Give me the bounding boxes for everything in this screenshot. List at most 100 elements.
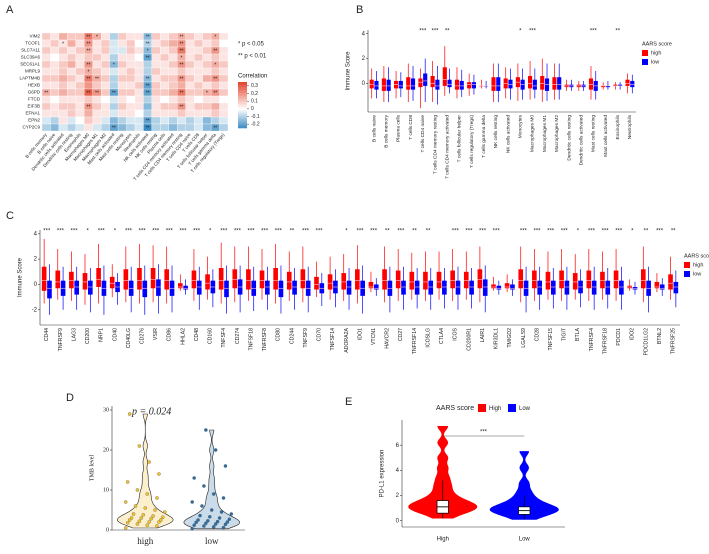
heat-cell xyxy=(92,102,102,111)
box xyxy=(88,280,93,295)
heat-cell xyxy=(101,60,110,69)
colorbar-step xyxy=(238,106,247,109)
x-tick-label: TNFSF14 xyxy=(330,328,336,351)
significance-star: ** xyxy=(213,77,217,83)
x-tick-label: TNFRSF9 xyxy=(58,328,64,351)
box xyxy=(423,73,428,86)
heat-cell xyxy=(117,109,127,118)
y-tick-label: 10 xyxy=(103,487,109,493)
heat-cell xyxy=(185,67,195,76)
point xyxy=(161,515,165,519)
point xyxy=(155,496,159,500)
significance-star: *** xyxy=(520,229,528,235)
x-tick-label: Monocytes xyxy=(518,114,524,138)
heat-cell xyxy=(185,123,195,132)
box xyxy=(164,269,170,290)
heat-cell xyxy=(117,81,127,90)
significance-star: *** xyxy=(547,229,555,235)
point xyxy=(223,522,228,527)
x-tick-label: TIGIT xyxy=(562,327,568,341)
significance-star: ** xyxy=(87,91,91,97)
heat-cell xyxy=(92,67,102,76)
significance-star: ** xyxy=(146,35,150,41)
box xyxy=(355,269,360,290)
colorbar-step xyxy=(238,108,247,110)
point xyxy=(139,516,144,520)
box xyxy=(191,270,197,289)
box xyxy=(156,279,161,296)
significance-star: ** xyxy=(426,229,431,235)
heat-cell xyxy=(210,53,220,62)
point xyxy=(131,512,136,516)
point xyxy=(190,500,194,504)
heat-cell xyxy=(75,60,85,69)
heat-cell xyxy=(109,95,119,104)
heat-cell xyxy=(219,67,229,76)
heat-cell xyxy=(58,81,68,90)
heat-cell xyxy=(126,102,136,111)
point xyxy=(211,525,216,529)
heat-cell xyxy=(177,67,186,76)
heat-cell xyxy=(177,116,186,125)
heat-cell xyxy=(160,88,169,97)
point xyxy=(209,508,214,512)
heat-cell xyxy=(117,88,127,97)
x-tick-label: Plasma cells xyxy=(396,114,402,142)
colorbar-tick-label: 0.1 xyxy=(251,98,258,104)
heat-cell xyxy=(126,88,136,97)
heat-cell xyxy=(134,81,144,90)
heat-cell xyxy=(126,123,136,132)
significance-star: *** xyxy=(43,229,51,235)
significance-star: *** xyxy=(248,229,256,235)
box xyxy=(300,269,306,289)
x-tick-label: Neutrophils xyxy=(627,114,633,139)
colorbar-step xyxy=(238,126,247,129)
significance-star: ** xyxy=(146,42,150,48)
significance-star: ** xyxy=(87,77,91,83)
box xyxy=(613,84,618,86)
x-tick-label: IDO1 xyxy=(357,328,363,340)
box xyxy=(552,77,557,90)
heat-cell xyxy=(134,88,144,97)
significance-star: *** xyxy=(615,229,623,235)
point xyxy=(157,472,161,476)
x-tick-label: CD244 xyxy=(289,328,295,344)
x-tick-label: PDCD1 xyxy=(616,328,622,346)
significance-star: ** xyxy=(213,49,217,55)
heat-cell xyxy=(101,53,110,62)
point xyxy=(192,523,196,527)
box xyxy=(491,284,496,289)
heat-cell xyxy=(58,74,68,83)
colorbar-step xyxy=(238,109,247,112)
x-tick-label: CD70 xyxy=(317,328,323,341)
heat-cell xyxy=(194,102,203,111)
heat-cell xyxy=(210,81,220,90)
heat-cell xyxy=(168,95,178,104)
x-tick-label: NRP1 xyxy=(99,328,105,342)
colorbar-step xyxy=(238,117,247,120)
y-tick-label: 20 xyxy=(103,447,109,453)
point xyxy=(190,527,194,531)
box xyxy=(654,281,660,289)
heat-cell xyxy=(134,46,144,55)
significance-star: ** xyxy=(213,91,217,97)
x-tick-label: TNFRSF14 xyxy=(412,328,418,354)
heat-cell xyxy=(151,60,161,69)
box xyxy=(532,270,537,289)
box xyxy=(454,79,460,90)
x-tick-label: T cells CD4 naive xyxy=(420,115,426,153)
heat-cell xyxy=(67,88,76,97)
significance-star: ** xyxy=(644,229,649,235)
y-axis-label: Immune Score xyxy=(18,257,24,297)
x-tick-label: CD48 xyxy=(194,328,200,341)
legend-swatch xyxy=(684,271,690,277)
significance-star: *** xyxy=(220,229,228,235)
point xyxy=(213,522,218,526)
colorbar-tick-label: -0.2 xyxy=(251,121,260,127)
panel-label: B xyxy=(356,4,363,16)
heat-cell xyxy=(67,102,76,111)
heat-cell xyxy=(134,109,144,118)
x-tick-label: NK cells resting xyxy=(493,115,499,149)
point xyxy=(198,513,202,518)
box xyxy=(545,271,551,290)
